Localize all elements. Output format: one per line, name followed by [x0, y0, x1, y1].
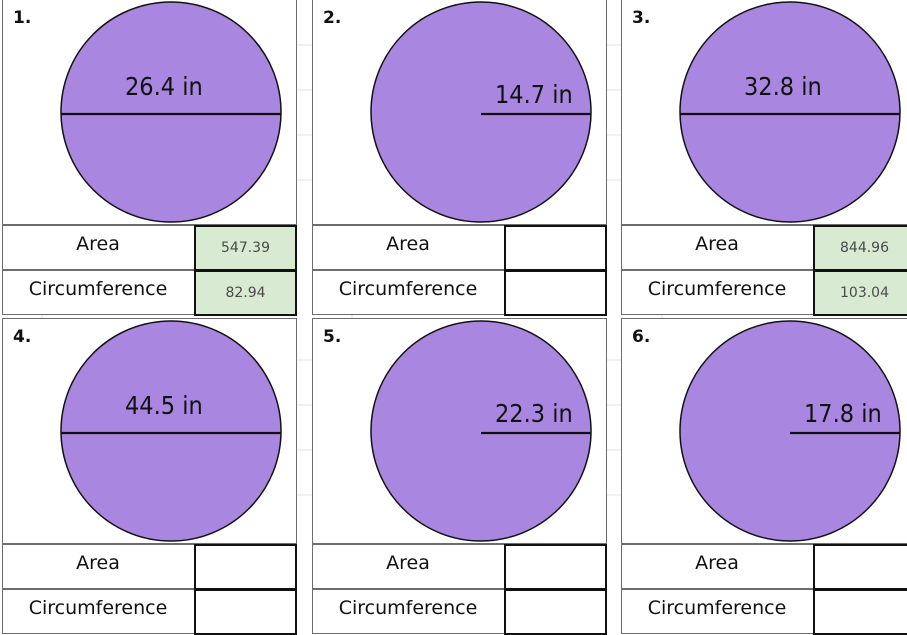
circle-shape [370, 320, 592, 542]
circumference-answer-value: 82.94 [225, 285, 266, 301]
area-row: Area [312, 544, 607, 590]
problem-number: 4. [13, 327, 32, 347]
area-row: Area [2, 544, 297, 590]
circumference-label: Circumference [338, 597, 478, 619]
problem-card: 3. 32.8 in [621, 0, 907, 225]
circumference-label: Circumference [28, 278, 168, 300]
circumference-row: Circumference 103.04 [621, 270, 907, 316]
circumference-label: Circumference [647, 278, 787, 300]
problem-number: 6. [632, 327, 651, 347]
area-label: Area [386, 233, 430, 255]
circumference-answer-field[interactable] [813, 589, 907, 635]
problem-card: 5. 22.3 in [312, 318, 607, 544]
area-answer-field[interactable]: 844.96 [813, 225, 907, 271]
problem-number: 1. [13, 8, 32, 28]
circle-figure [679, 1, 901, 223]
area-row: Area 844.96 [621, 225, 907, 271]
area-answer-value: 547.39 [221, 240, 270, 256]
area-answer-field[interactable] [504, 544, 607, 590]
circumference-answer-field[interactable] [504, 270, 607, 316]
measurement-label: 17.8 in [804, 399, 882, 428]
circumference-label: Circumference [28, 597, 168, 619]
circle-shape [679, 320, 901, 542]
circle-figure [60, 320, 282, 542]
circle-shape [370, 1, 592, 223]
measurement-label: 26.4 in [125, 72, 203, 101]
area-answer-field[interactable] [813, 544, 907, 590]
circumference-row: Circumference [312, 270, 607, 316]
area-answer-field[interactable] [504, 225, 607, 271]
circle-figure [370, 1, 592, 223]
circumference-row: Circumference [312, 589, 607, 635]
area-label: Area [386, 552, 430, 574]
circumference-row: Circumference 82.94 [2, 270, 297, 316]
circle-figure [370, 320, 592, 542]
area-answer-value: 844.96 [840, 240, 889, 256]
area-label: Area [695, 552, 739, 574]
problem-card: 2. 14.7 in [312, 0, 607, 225]
area-label: Area [695, 233, 739, 255]
problem-card: 6. 17.8 in [621, 318, 907, 544]
measurement-label: 14.7 in [495, 80, 573, 109]
area-row: Area [621, 544, 907, 590]
area-label: Area [76, 552, 120, 574]
problem-number: 2. [323, 8, 342, 28]
area-row: Area 547.39 [2, 225, 297, 271]
circle-figure [679, 320, 901, 542]
circumference-answer-field[interactable] [194, 589, 297, 635]
circumference-row: Circumference [2, 589, 297, 635]
problem-number: 5. [323, 327, 342, 347]
measurement-label: 44.5 in [125, 391, 203, 420]
circumference-answer-field[interactable] [504, 589, 607, 635]
circumference-answer-value: 103.04 [840, 285, 889, 301]
circle-figure [60, 1, 282, 223]
circumference-label: Circumference [647, 597, 787, 619]
area-row: Area [312, 225, 607, 271]
area-answer-field[interactable]: 547.39 [194, 225, 297, 271]
area-answer-field[interactable] [194, 544, 297, 590]
circle-shape [60, 320, 282, 542]
circle-shape [60, 1, 282, 223]
circumference-answer-field[interactable]: 82.94 [194, 270, 297, 316]
problem-number: 3. [632, 8, 651, 28]
circumference-label: Circumference [338, 278, 478, 300]
circumference-row: Circumference [621, 589, 907, 635]
problem-card: 4. 44.5 in [2, 318, 297, 544]
circumference-answer-field[interactable]: 103.04 [813, 270, 907, 316]
circle-shape [679, 1, 901, 223]
area-label: Area [76, 233, 120, 255]
measurement-label: 32.8 in [744, 72, 822, 101]
measurement-label: 22.3 in [495, 399, 573, 428]
problem-card: 1. 26.4 in [2, 0, 297, 225]
